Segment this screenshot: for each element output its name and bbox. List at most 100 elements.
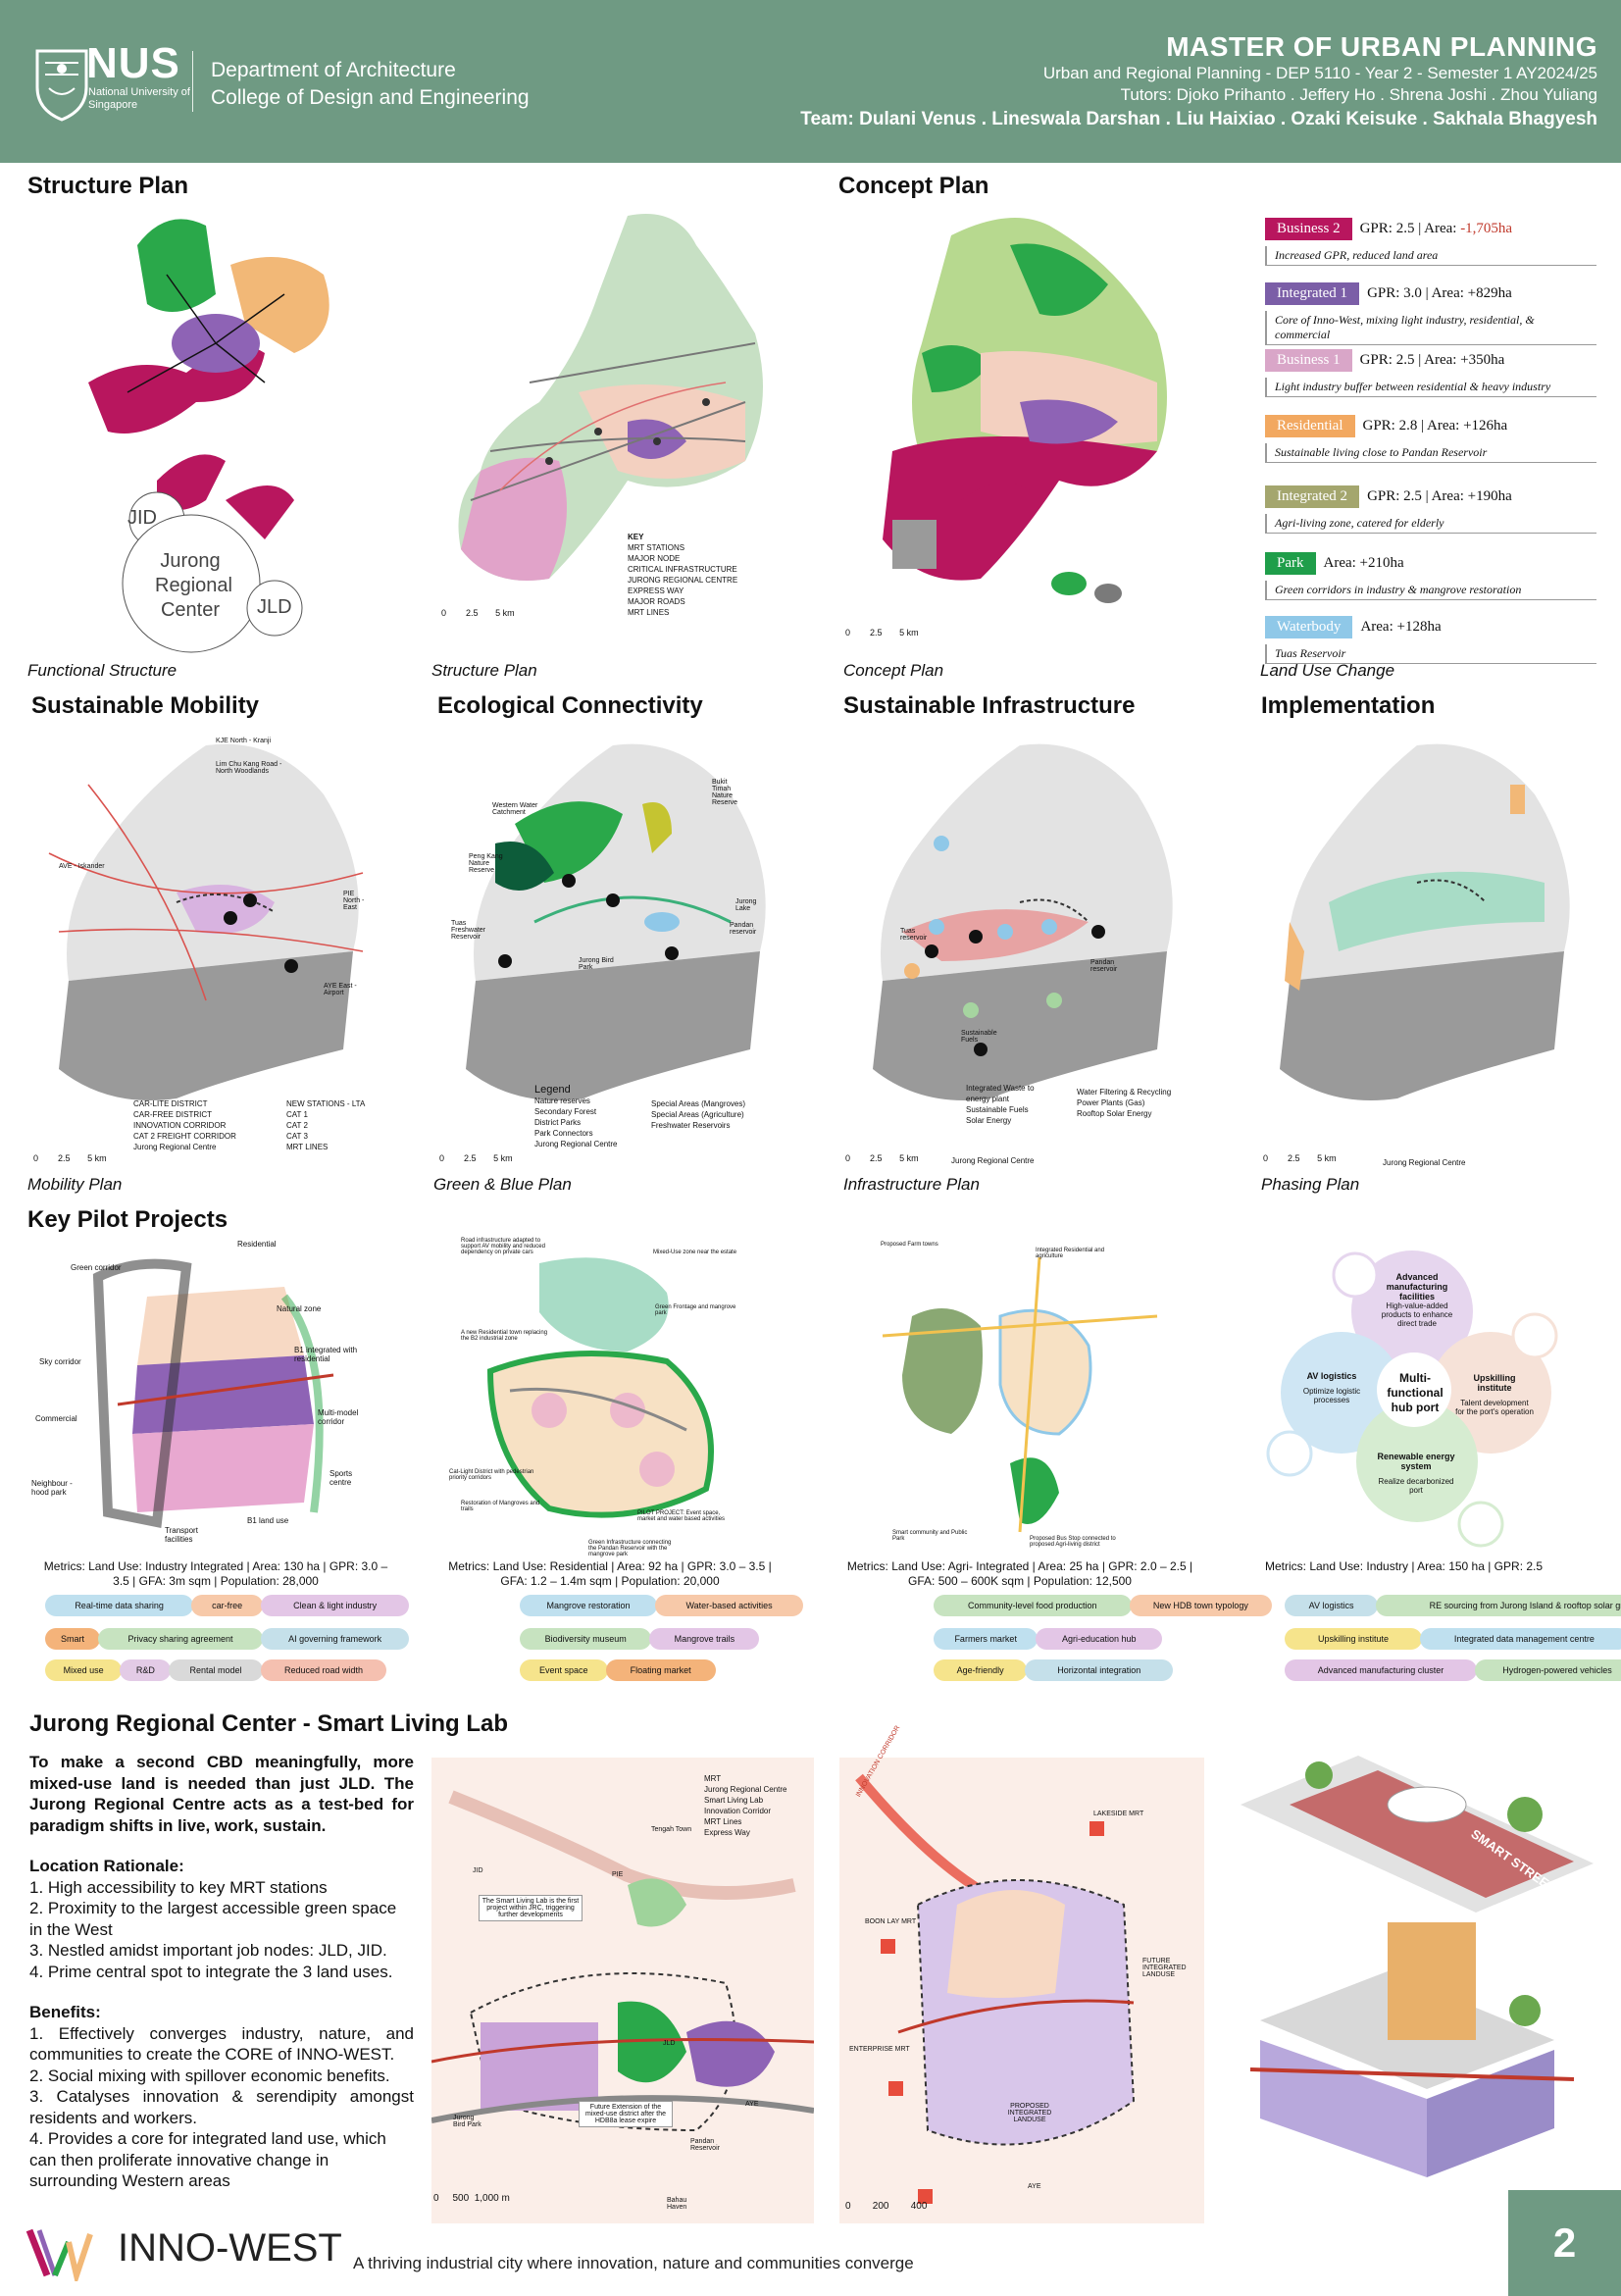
pilot-label: Commercial <box>35 1414 77 1423</box>
inno-west-mark-icon <box>25 2228 93 2286</box>
pilot-tag: Advanced manufacturing cluster <box>1285 1659 1477 1681</box>
land-use-stat: GPR: 2.5 | Area: +350ha <box>1360 352 1505 369</box>
pilot-3-metrics: Metrics: Land Use: Agri- Integrated | Ar… <box>846 1559 1193 1588</box>
scale-mid: 2.5 <box>870 628 883 638</box>
legend-item: Jurong Regional Centre <box>534 1140 618 1148</box>
mobility-label: AVE - Iskander <box>59 863 105 870</box>
structure-key-item: MAJOR NODE <box>628 554 681 563</box>
concept-plan-caption: Concept Plan <box>843 661 944 680</box>
legend-item: NEW STATIONS - LTA <box>286 1099 366 1108</box>
jid-label: JID <box>127 507 157 529</box>
pilot-tag: Upskilling institute <box>1285 1628 1422 1650</box>
department: Department of Architecture College of De… <box>211 57 530 112</box>
land-use-badge: Integrated 2 <box>1265 485 1360 508</box>
scale-zero: 0 <box>1263 1153 1269 1163</box>
map-label: Bahau Haven <box>667 2197 687 2211</box>
scale-end: 5 km <box>495 608 515 618</box>
pilot-label: Transport facilities <box>165 1526 198 1544</box>
scale-mid: 2.5 <box>464 1153 477 1163</box>
land-use-row: Integrated 2 GPR: 2.5 | Area: +190ha Agri-… <box>1265 485 1618 542</box>
circle-title: Renewable energy system <box>1377 1452 1455 1471</box>
circle-desc: High-value-added products to enhance dir… <box>1381 1301 1453 1328</box>
scale-mid: 200 <box>872 2201 889 2212</box>
infra-scale: 0 2.5 5 km <box>845 1153 919 1163</box>
land-use-row: Business 2 GPR: 2.5 | Area: -1,705ha Incre… <box>1265 218 1618 275</box>
legend-item: Nature reserves <box>534 1097 590 1105</box>
pilot-annotation: Road infrastructure adapted to support A… <box>461 1238 545 1255</box>
location-item: 1. High accessibility to key MRT station… <box>29 1877 328 1897</box>
pilot-3-diagram <box>882 1256 1158 1533</box>
green-blue-caption: Green & Blue Plan <box>433 1175 572 1194</box>
map-label: JID <box>473 1867 483 1874</box>
legend-item: Secondary Forest <box>534 1107 597 1116</box>
structure-scale: 0 2.5 5 km <box>441 608 515 618</box>
scale-end: 5 km <box>87 1153 107 1163</box>
land-use-row: Integrated 1 GPR: 3.0 | Area: +829ha Core … <box>1265 282 1618 345</box>
mobility-label: KJE North - Kranji <box>216 738 272 744</box>
land-use-description: Agri-living zone, catered for elderly <box>1265 514 1596 534</box>
legend-item: Express Way <box>704 1828 750 1837</box>
pilot-4-metrics: Metrics: Land Use: Industry | Area: 150 … <box>1265 1559 1544 1573</box>
scale-zero: 0 <box>845 1153 851 1163</box>
legend-item: Park Connectors <box>534 1129 593 1138</box>
key-pilot-title: Key Pilot Projects <box>27 1206 228 1233</box>
scale-zero: 0 <box>33 1153 39 1163</box>
smart-lab-lead: To make a second CBD meaningfully, more … <box>29 1753 414 1835</box>
phasing-caption: Phasing Plan <box>1261 1175 1360 1194</box>
land-use-stat-text: GPR: 2.5 | Area: +350ha <box>1359 352 1505 368</box>
pilot-label: Neighbour -hood park <box>31 1479 73 1497</box>
land-use-description: Light industry buffer between residentia… <box>1265 378 1596 397</box>
pilot4-circle: Renewable energy system Realize decarbon… <box>1375 1452 1457 1495</box>
program-title: MASTER OF URBAN PLANNING <box>1166 31 1597 62</box>
ecology-legend: Legend Nature reserves Secondary Forest … <box>534 1085 618 1149</box>
structure-key-title: KEY <box>628 533 644 541</box>
legend-item: CAR-FREE DISTRICT <box>133 1110 212 1119</box>
legend-item: Jurong Regional Centre <box>1383 1158 1466 1167</box>
land-use-badge: Business 1 <box>1265 349 1352 372</box>
land-use-description: Increased GPR, reduced land area <box>1265 246 1596 266</box>
legend-item: MRT <box>704 1774 722 1783</box>
pilot-tag: Real-time data sharing <box>45 1595 194 1616</box>
hub-label: Multi-functional hub port <box>1387 1371 1444 1414</box>
land-use-row: Waterbody Area: +128ha Tuas Reservoir <box>1265 616 1618 673</box>
header-banner: NUS National University of Singapore Dep… <box>0 0 1621 163</box>
scale-end: 5 km <box>899 628 919 638</box>
pilot-tag: AI governing framework <box>261 1628 410 1650</box>
scale-end: 5 km <box>1317 1153 1337 1163</box>
ecology-label: Tuas Freshwater Reservoir <box>451 920 486 941</box>
mobility-title: Sustainable Mobility <box>31 692 260 719</box>
infra-label: Tuas reservoir <box>900 928 928 942</box>
map-callout: Future Extension of the mixed-use distri… <box>579 2101 673 2127</box>
concept-scale: 0 2.5 5 km <box>845 628 919 638</box>
land-use-stat: GPR: 2.8 | Area: +126ha <box>1363 418 1508 434</box>
pilot-tag: Integrated data management centre <box>1420 1628 1621 1650</box>
land-use-badge: Waterbody <box>1265 616 1353 638</box>
structure-key-item: CRITICAL INFRASTRUCTURE <box>628 565 737 574</box>
land-use-description: Green corridors in industry & mangrove r… <box>1265 581 1596 600</box>
pilot-label: Natural zone <box>277 1304 322 1313</box>
pilot-1-diagram <box>92 1258 334 1528</box>
header-divider <box>192 51 193 112</box>
circle-desc: Optimize logistic processes <box>1302 1387 1361 1404</box>
circle-title: Advanced manufacturing facilities <box>1386 1272 1448 1301</box>
legend-item: INNOVATION CORRIDOR <box>133 1121 227 1130</box>
pilot-tag: Clean & light industry <box>261 1595 410 1616</box>
functional-structure-diagram <box>88 219 329 653</box>
land-use-badge: Business 2 <box>1265 218 1352 240</box>
map-label: FUTURE INTEGRATED LANDUSE <box>1142 1958 1187 1978</box>
scale-end: 5 km <box>899 1153 919 1163</box>
legend-item: Special Areas (Mangroves) <box>651 1099 746 1108</box>
land-use-description: Core of Inno-West, mixing light industry… <box>1265 311 1596 345</box>
map-label: BOON LAY MRT <box>865 1918 917 1925</box>
legend-item: CAT 2 <box>286 1121 308 1130</box>
scale-mid: 2.5 <box>466 608 479 618</box>
pilot-label: Residential <box>237 1240 277 1249</box>
structure-key-item: MRT STATIONS <box>628 543 685 552</box>
land-use-caption: Land Use Change <box>1260 661 1395 680</box>
scale-mid: 500 <box>452 2193 470 2204</box>
land-use-stat: GPR: 2.5 | Area: -1,705ha <box>1360 221 1513 237</box>
land-use-row: Residential GPR: 2.8 | Area: +126ha Sustai… <box>1265 415 1618 472</box>
pilot-tag: Mangrove restoration <box>520 1595 657 1616</box>
pilot-annotation: Proposed Farm towns <box>881 1242 938 1248</box>
legend-item: MRT Lines <box>704 1817 742 1826</box>
